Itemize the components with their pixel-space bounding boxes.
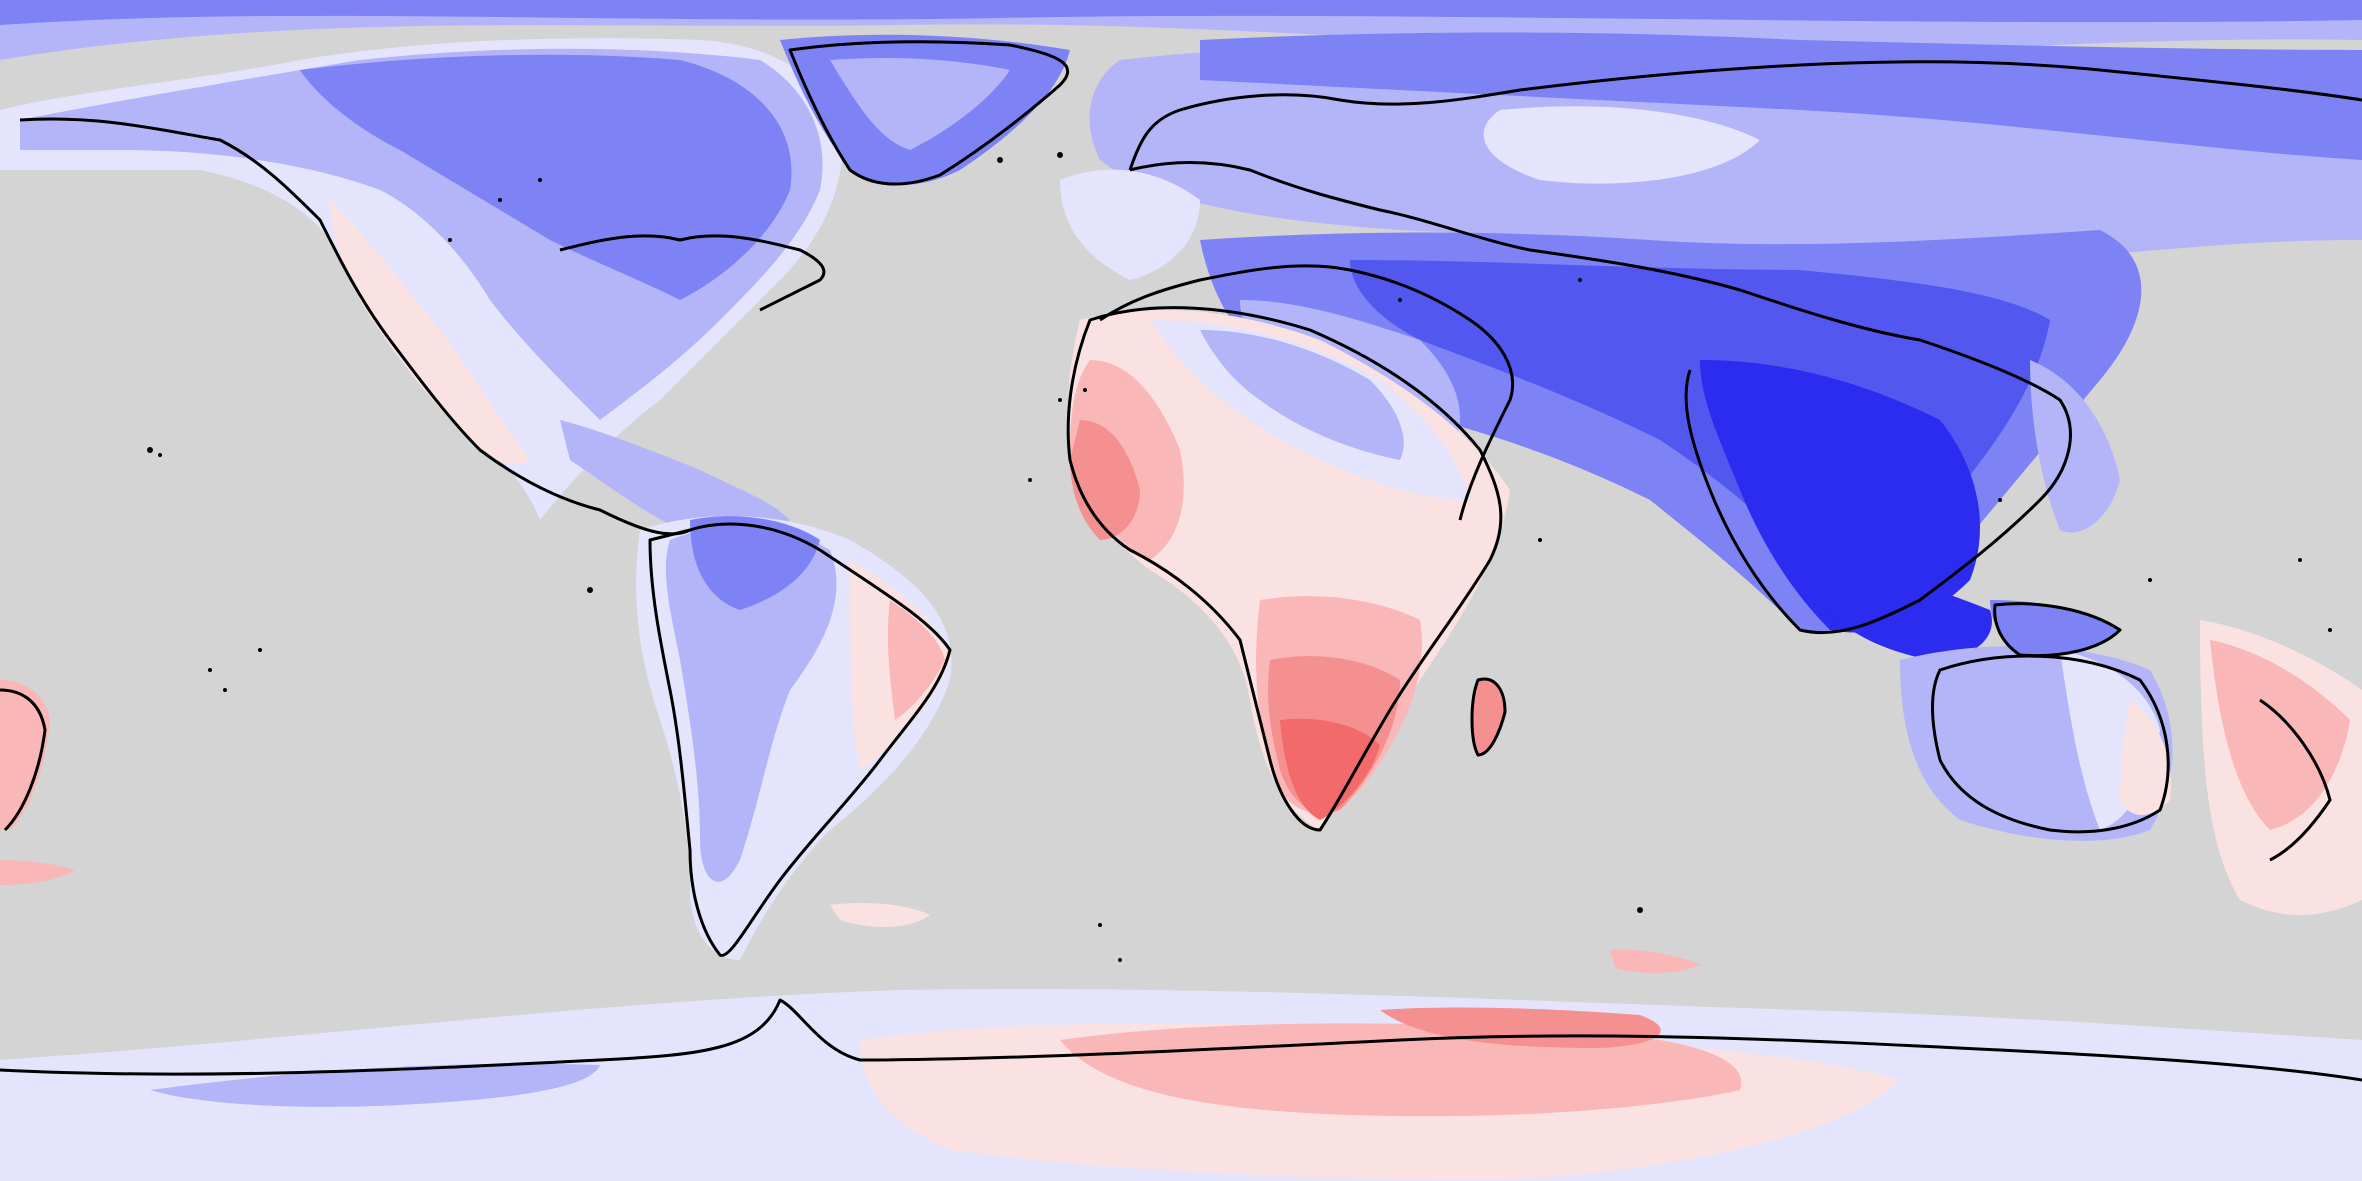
madagascar-red [1472, 679, 1505, 755]
antarctic-west-blue [150, 1063, 600, 1107]
siberia-pale [1483, 106, 1760, 184]
southern-ocean-red [1610, 949, 1700, 973]
west-pacific-blue [2030, 360, 2120, 533]
amazon-blue [690, 516, 820, 610]
us-southwest-pink [330, 200, 530, 464]
pacific-west-red2 [0, 860, 75, 885]
australia-east-pink [2120, 700, 2171, 815]
new-guinea-blue [1990, 600, 2120, 657]
west-africa-red2 [1070, 420, 1140, 540]
central-america-region [560, 420, 790, 537]
brazil-east-red [887, 600, 945, 720]
antarctic-east-red2 [1380, 1007, 1661, 1048]
western-europe-pale [1060, 169, 1200, 280]
greenland-core [830, 58, 1010, 150]
pacific-west-red [0, 680, 50, 830]
subantarctic-pink [830, 903, 930, 927]
coastlines [0, 40, 2362, 1082]
asia-south-blue4 [1700, 360, 1980, 633]
indonesia-blue4 [1820, 560, 1992, 660]
pacific-east-red [2210, 640, 2350, 830]
arctic-top [0, 0, 2362, 25]
eurasia-north-blue2 [1200, 32, 2362, 160]
sahara-blue1 [1200, 330, 1404, 460]
south-america-blue [665, 526, 837, 882]
island-specks [147, 152, 2332, 962]
southern-africa-red3 [1280, 718, 1380, 820]
